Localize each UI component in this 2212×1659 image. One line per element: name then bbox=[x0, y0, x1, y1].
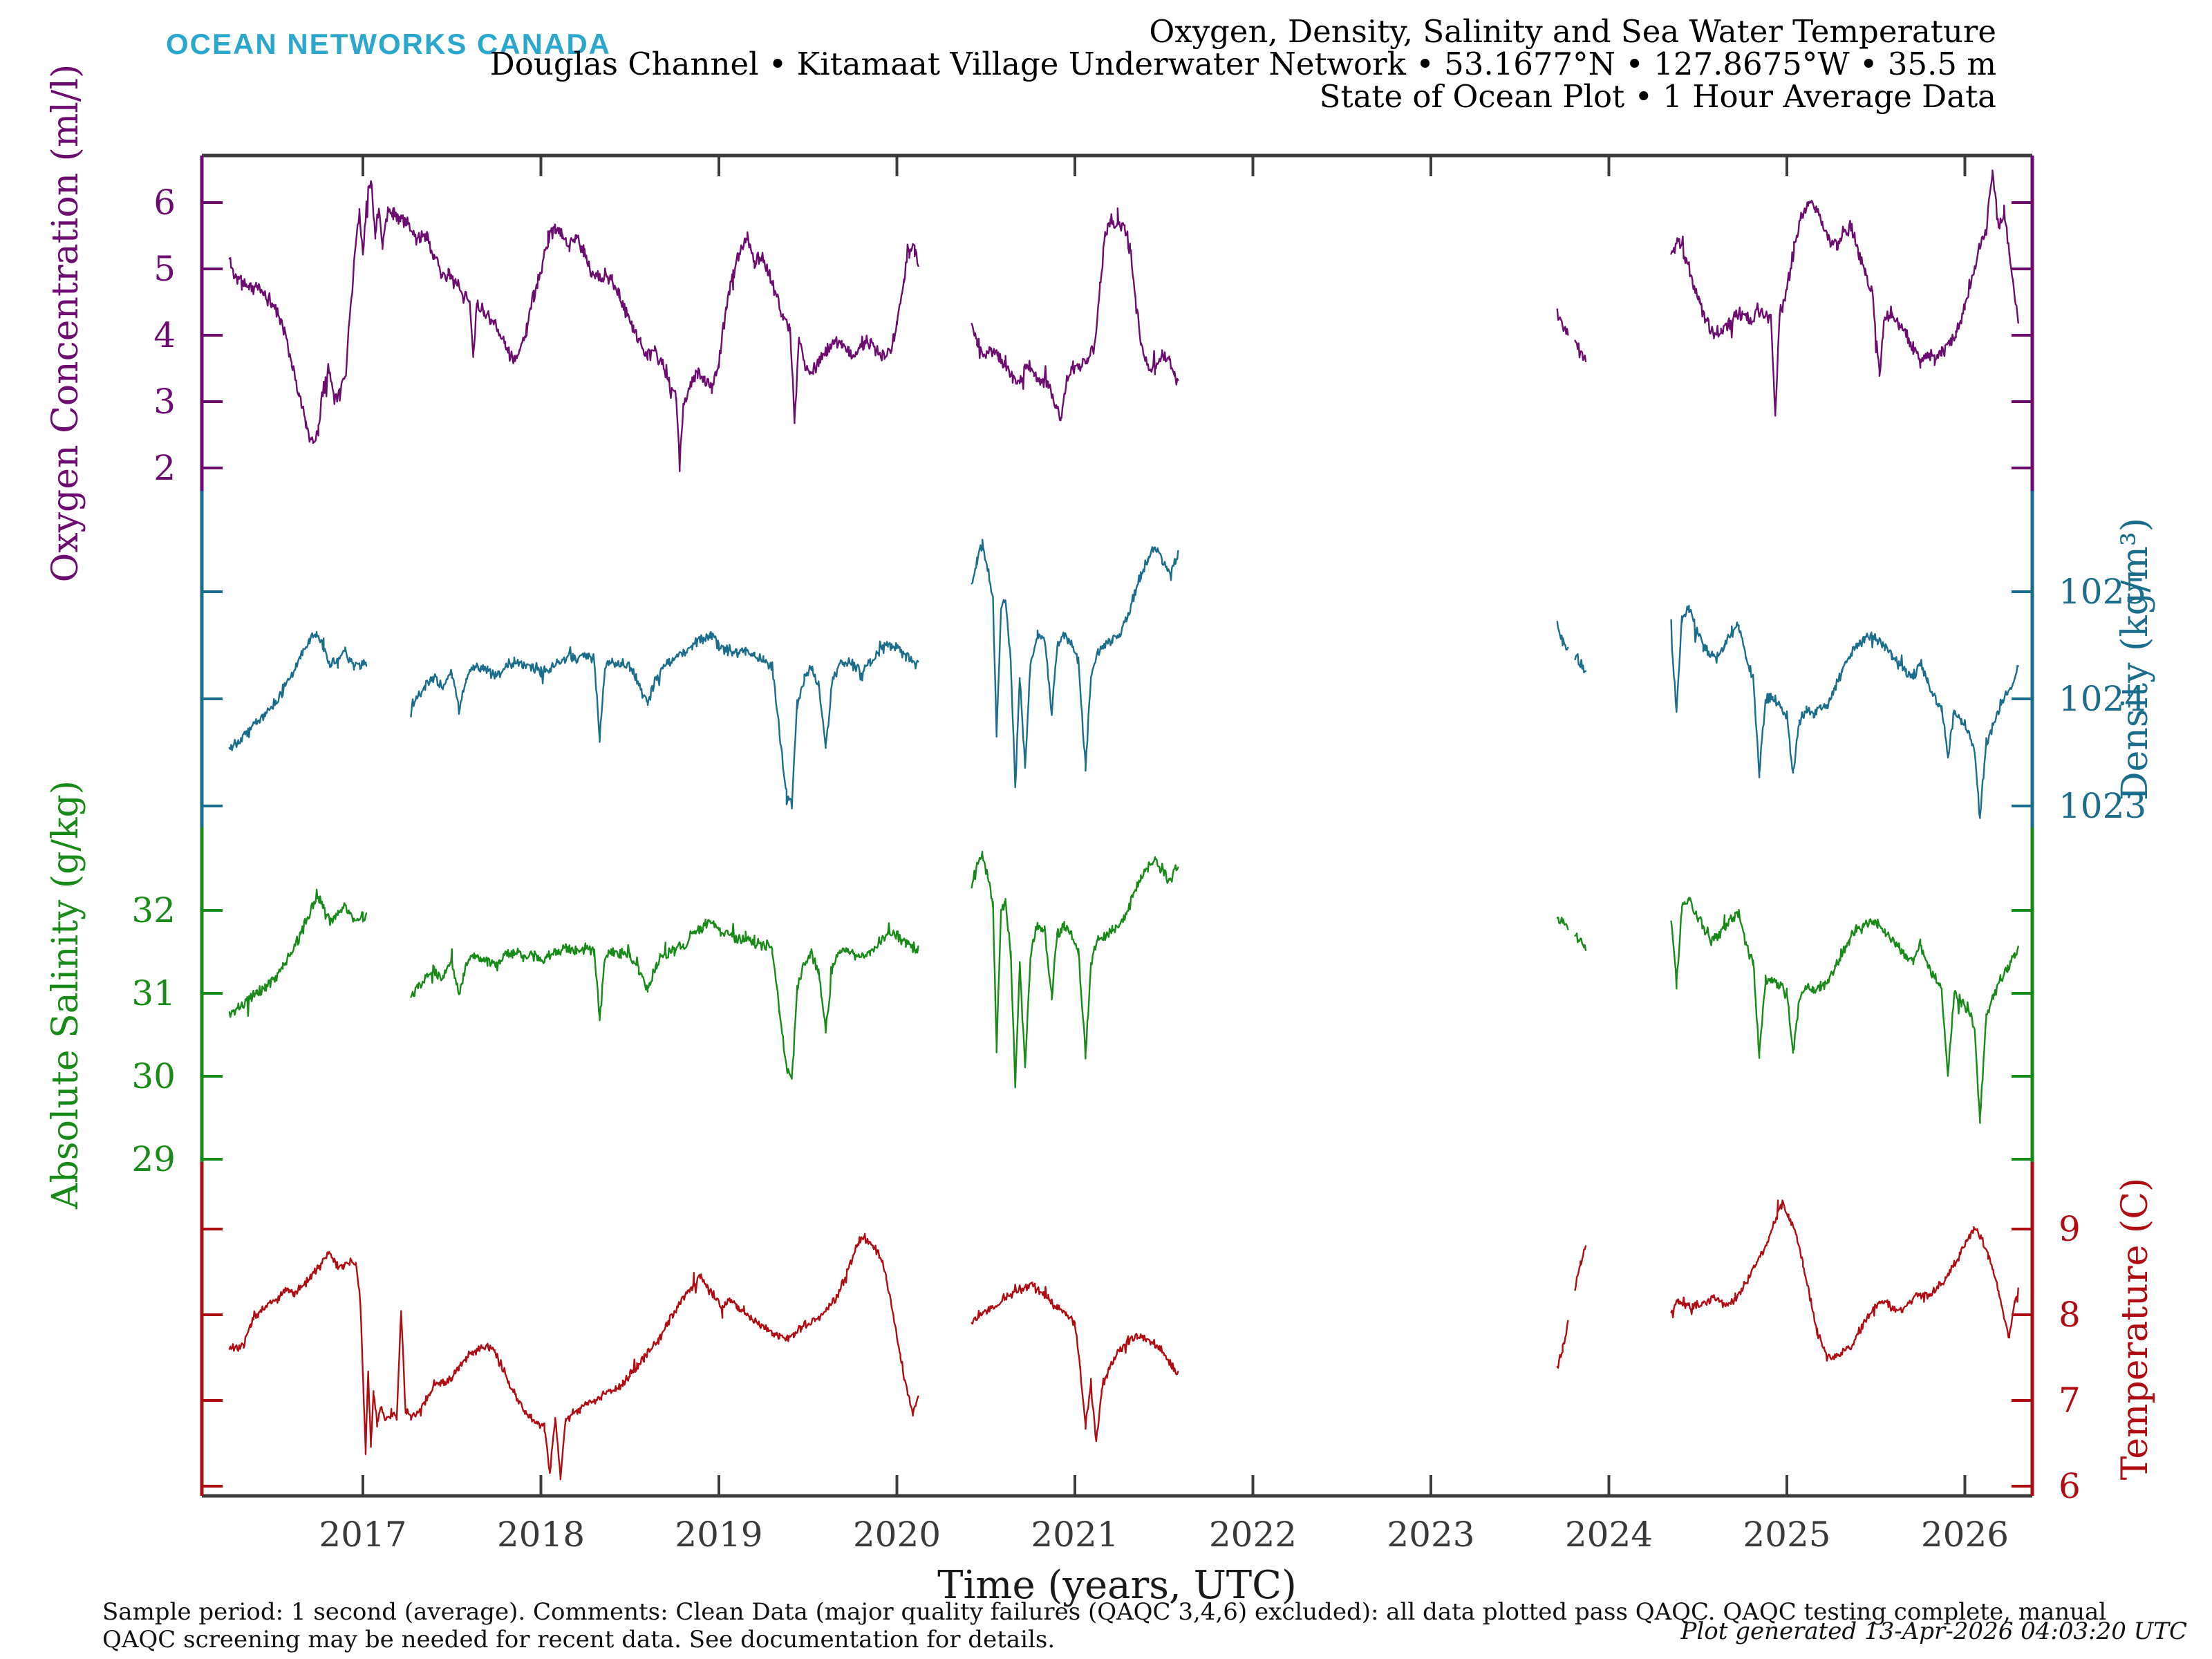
page-title: Oxygen, Density, Salinity and Sea Water … bbox=[1149, 13, 1996, 50]
series-oxygen-segment bbox=[971, 207, 1179, 422]
y-axis-temperature: 6 7 8 9 Temperature (C) bbox=[202, 1178, 2156, 1506]
plot-generated-timestamp: Plot generated 13-Apr-2026 04:03:20 UTC bbox=[1680, 1618, 2187, 1645]
x-tick-label: 2021 bbox=[1031, 1515, 1118, 1555]
qaqc-caption: Sample period: 1 second (average). Comme… bbox=[102, 1598, 2106, 1653]
y-tick-label-oxygen: 5 bbox=[153, 249, 176, 289]
series-salinity-segment bbox=[410, 918, 919, 1080]
series-density-segment bbox=[228, 630, 368, 751]
plot-frame bbox=[200, 153, 2034, 1498]
title-block: Oxygen, Density, Salinity and Sea Water … bbox=[490, 15, 1996, 113]
series-temperature-segment bbox=[1670, 1199, 2019, 1362]
x-axis: 2017 2018 2019 2020 2021 2022 2023 2024 2025 2026… bbox=[319, 156, 2009, 1608]
y-axis-salinity: 29 30 31 32 Absolute Salinity (g/kg) bbox=[45, 780, 2032, 1210]
series-oxygen-segment bbox=[1574, 339, 1587, 362]
y-axis-oxygen: 2 3 4 5 6 Oxygen Concentration (ml/l) bbox=[45, 64, 2032, 583]
y-tick-label-temperature: 8 bbox=[2059, 1295, 2081, 1335]
series-temperature-segment bbox=[1556, 1320, 1569, 1369]
series-salinity-segment bbox=[1670, 897, 2019, 1124]
y-tick-label-temperature: 7 bbox=[2059, 1380, 2081, 1421]
series-oxygen-segment bbox=[1670, 169, 2019, 417]
x-axis-label: Time (years, UTC) bbox=[937, 1563, 1297, 1608]
x-tick-label: 2020 bbox=[853, 1515, 941, 1555]
series-salinity-segment bbox=[971, 850, 1179, 1089]
x-tick-label: 2019 bbox=[675, 1515, 762, 1555]
onc-logo: OCEAN NETWORKS CANADA bbox=[166, 28, 611, 60]
x-tick-label: 2024 bbox=[1565, 1515, 1653, 1555]
x-tick-label: 2018 bbox=[497, 1515, 585, 1555]
x-tick-label: 2017 bbox=[319, 1515, 406, 1555]
y-tick-label-oxygen: 2 bbox=[153, 448, 176, 488]
series-density bbox=[228, 538, 2019, 819]
y-tick-label-temperature: 9 bbox=[2059, 1209, 2081, 1249]
series-salinity bbox=[228, 850, 2019, 1124]
series-density-segment bbox=[1574, 653, 1587, 674]
page-subtitle-location: Douglas Channel • Kitamaat Village Under… bbox=[489, 46, 1996, 82]
series-oxygen-segment bbox=[1556, 308, 1569, 336]
axis-title-temperature: Temperature (C) bbox=[2115, 1178, 2156, 1481]
series-temperature-segment bbox=[1574, 1245, 1587, 1291]
series-temperature bbox=[228, 1199, 2019, 1481]
y-tick-label-temperature: 6 bbox=[2059, 1466, 2081, 1506]
series-density-segment bbox=[1556, 621, 1569, 651]
axis-title-oxygen: Oxygen Concentration (ml/l) bbox=[45, 64, 86, 583]
y-tick-label-oxygen: 3 bbox=[153, 382, 176, 422]
series-density-segment bbox=[410, 631, 919, 809]
data-series bbox=[228, 169, 2019, 1481]
series-oxygen bbox=[228, 169, 2019, 472]
y-tick-label-density: 1025 bbox=[2059, 572, 2146, 612]
series-salinity-segment bbox=[228, 888, 368, 1018]
x-tick-label: 2025 bbox=[1743, 1515, 1830, 1555]
series-salinity-segment bbox=[1574, 932, 1587, 951]
y-tick-label-density: 1024 bbox=[2059, 679, 2146, 719]
y-tick-label-salinity: 29 bbox=[131, 1139, 176, 1179]
y-tick-label-salinity: 31 bbox=[131, 973, 176, 1013]
x-tick-label: 2023 bbox=[1387, 1515, 1474, 1555]
series-salinity-segment bbox=[1556, 917, 1569, 930]
axis-title-density: Density (kg/m³) bbox=[2115, 518, 2156, 800]
qaqc-caption-line1: Sample period: 1 second (average). Comme… bbox=[102, 1598, 2107, 1626]
series-oxygen-segment bbox=[228, 180, 919, 472]
page-subtitle-plot-type: State of Ocean Plot • 1 Hour Average Dat… bbox=[1319, 78, 1996, 115]
y-tick-label-oxygen: 6 bbox=[153, 182, 176, 223]
series-temperature-segment bbox=[971, 1282, 1179, 1443]
qaqc-caption-line2: QAQC screening may be needed for recent … bbox=[102, 1626, 1056, 1653]
y-tick-label-density: 1023 bbox=[2059, 786, 2146, 826]
y-tick-label-oxygen: 4 bbox=[153, 315, 176, 355]
series-density-segment bbox=[971, 538, 1179, 789]
y-tick-label-salinity: 30 bbox=[131, 1056, 176, 1096]
axis-title-salinity: Absolute Salinity (g/kg) bbox=[45, 780, 86, 1210]
series-density-segment bbox=[1670, 605, 2019, 819]
series-temperature-segment bbox=[228, 1232, 919, 1481]
y-tick-label-salinity: 32 bbox=[131, 890, 176, 930]
x-tick-label: 2022 bbox=[1209, 1515, 1297, 1555]
x-tick-label: 2026 bbox=[1921, 1515, 2009, 1555]
